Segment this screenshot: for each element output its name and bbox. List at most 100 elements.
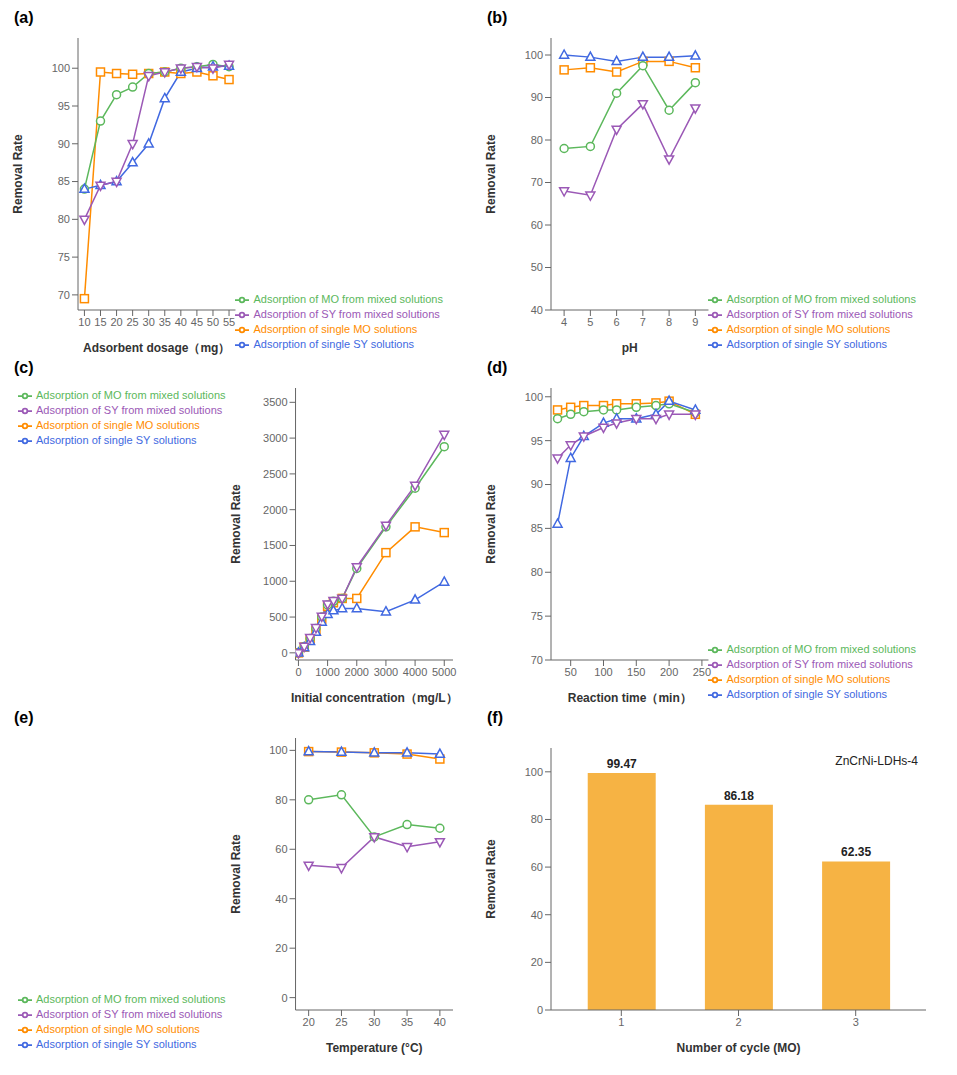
svg-text:Temperature (°C): Temperature (°C)	[326, 1041, 423, 1055]
svg-text:40: 40	[531, 304, 543, 316]
svg-text:99.47: 99.47	[607, 757, 637, 771]
svg-text:Removal Rate: Removal Rate	[484, 839, 498, 919]
svg-text:Adsorbent dosage（mg）: Adsorbent dosage（mg）	[83, 341, 230, 355]
svg-text:1500: 1500	[263, 539, 287, 551]
svg-text:7: 7	[640, 316, 646, 328]
svg-text:45: 45	[191, 316, 203, 328]
svg-text:40: 40	[531, 909, 543, 921]
html-text:(b): (b)	[487, 9, 508, 26]
svg-text:100: 100	[594, 666, 612, 678]
svg-text:85: 85	[58, 175, 70, 187]
svg-text:4000: 4000	[403, 666, 427, 678]
svg-text:3500: 3500	[263, 396, 287, 408]
svg-text:0: 0	[281, 992, 287, 1004]
svg-text:8: 8	[666, 316, 672, 328]
svg-text:100: 100	[525, 49, 543, 61]
svg-text:0: 0	[295, 666, 301, 678]
svg-text:20: 20	[303, 1016, 315, 1028]
svg-text:Removal Rate: Removal Rate	[229, 834, 243, 914]
svg-text:62.35: 62.35	[841, 845, 871, 859]
svg-text:80: 80	[275, 794, 287, 806]
svg-text:150: 150	[627, 666, 645, 678]
svg-text:25: 25	[127, 316, 139, 328]
svg-text:60: 60	[531, 861, 543, 873]
svg-text:Removal Rate: Removal Rate	[484, 484, 498, 564]
html-text:(c): (c)	[14, 359, 34, 376]
svg-text:5: 5	[587, 316, 593, 328]
html-text:Adsorption of MO from mixed so: Adsorption of MO from mixed solutions	[253, 292, 443, 305]
html-text:(d): (d)	[487, 359, 508, 376]
svg-text:0: 0	[281, 647, 287, 659]
svg-text:50: 50	[207, 316, 219, 328]
svg-text:100: 100	[525, 391, 543, 403]
svg-text:Initial concentration（mg/L）: Initial concentration（mg/L）	[291, 691, 458, 705]
svg-text:2500: 2500	[263, 468, 287, 480]
svg-text:1000: 1000	[263, 575, 287, 587]
svg-text:3: 3	[853, 1016, 859, 1028]
svg-text:100: 100	[525, 766, 543, 778]
svg-text:20: 20	[275, 942, 287, 954]
svg-text:1: 1	[618, 1016, 624, 1028]
svg-text:4: 4	[561, 316, 567, 328]
svg-text:2000: 2000	[345, 666, 369, 678]
svg-text:60: 60	[531, 219, 543, 231]
svg-text:1000: 1000	[315, 666, 339, 678]
svg-text:250: 250	[693, 666, 711, 678]
svg-text:pH: pH	[622, 341, 638, 355]
svg-text:20: 20	[110, 316, 122, 328]
html-text:(a): (a)	[14, 9, 34, 26]
svg-text:75: 75	[58, 251, 70, 263]
svg-text:40: 40	[275, 893, 287, 905]
svg-text:15: 15	[94, 316, 106, 328]
svg-text:35: 35	[401, 1016, 413, 1028]
svg-text:200: 200	[660, 666, 678, 678]
svg-text:86.18: 86.18	[724, 789, 754, 803]
svg-text:Number of cycle (MO): Number of cycle (MO)	[676, 1041, 800, 1055]
svg-text:6: 6	[614, 316, 620, 328]
svg-text:35: 35	[159, 316, 171, 328]
svg-text:10: 10	[78, 316, 90, 328]
svg-text:100: 100	[52, 62, 70, 74]
svg-text:70: 70	[531, 176, 543, 188]
svg-text:30: 30	[368, 1016, 380, 1028]
svg-text:2: 2	[735, 1016, 741, 1028]
svg-text:40: 40	[434, 1016, 446, 1028]
svg-text:75: 75	[531, 610, 543, 622]
svg-text:9: 9	[692, 316, 698, 328]
svg-text:Reaction time（min）: Reaction time（min）	[568, 691, 692, 705]
svg-text:3000: 3000	[263, 432, 287, 444]
svg-text:Removal Rate: Removal Rate	[11, 134, 25, 214]
svg-text:30: 30	[143, 316, 155, 328]
svg-text:25: 25	[335, 1016, 347, 1028]
svg-text:90: 90	[531, 478, 543, 490]
svg-text:40: 40	[175, 316, 187, 328]
svg-text:5000: 5000	[432, 666, 456, 678]
svg-text:80: 80	[531, 566, 543, 578]
svg-text:70: 70	[58, 289, 70, 301]
svg-text:80: 80	[531, 813, 543, 825]
svg-text:80: 80	[531, 134, 543, 146]
svg-text:50: 50	[531, 261, 543, 273]
svg-text:70: 70	[531, 654, 543, 666]
html-text:(f): (f)	[487, 709, 503, 726]
svg-text:100: 100	[269, 744, 287, 756]
svg-text:60: 60	[275, 843, 287, 855]
svg-text:Removal Rate: Removal Rate	[484, 134, 498, 214]
svg-text:90: 90	[531, 91, 543, 103]
svg-text:3000: 3000	[374, 666, 398, 678]
html-text:Adsorption of SY from mixed so: Adsorption of SY from mixed solutions	[253, 307, 440, 320]
svg-text:80: 80	[58, 213, 70, 225]
svg-text:55: 55	[223, 316, 235, 328]
html-text:(e): (e)	[14, 709, 34, 726]
svg-text:85: 85	[531, 522, 543, 534]
html-text:ZnCrNi-LDHs-4: ZnCrNi-LDHs-4	[835, 754, 918, 768]
svg-text:500: 500	[269, 611, 287, 623]
svg-text:90: 90	[58, 138, 70, 150]
svg-text:95: 95	[531, 435, 543, 447]
svg-text:95: 95	[58, 100, 70, 112]
svg-text:0: 0	[537, 1004, 543, 1016]
svg-text:50: 50	[565, 666, 577, 678]
svg-text:20: 20	[531, 956, 543, 968]
svg-text:Removal Rate: Removal Rate	[229, 484, 243, 564]
svg-text:2000: 2000	[263, 504, 287, 516]
